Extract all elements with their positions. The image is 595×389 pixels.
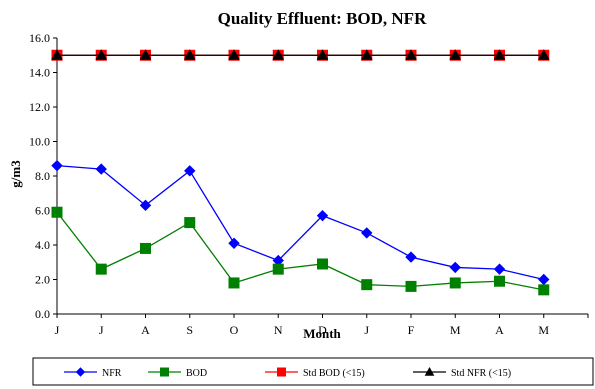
y-tick-label: 16.0: [29, 31, 50, 45]
x-tick-label: J: [55, 323, 60, 337]
legend-label: BOD: [186, 368, 207, 379]
legend-swatch-marker: [424, 366, 435, 376]
series-line: [56, 165, 544, 281]
x-tick-label: S: [186, 323, 193, 337]
y-tick-labels: 0.0 2.0 4.0 6.0 8.0 10.0 12.0 14.0 16.0: [29, 31, 50, 321]
data-point: [51, 49, 63, 60]
data-point: [140, 242, 151, 254]
y-tick-label: 2.0: [35, 273, 50, 287]
data-point: [95, 163, 107, 175]
x-tick-label: M: [538, 323, 549, 337]
data-point: [228, 237, 240, 249]
series-3: [51, 49, 550, 60]
data-point: [405, 49, 417, 60]
data-point: [228, 49, 240, 60]
x-tick-label: N: [274, 323, 283, 337]
legend-swatch-marker: [277, 367, 286, 377]
legend-swatch-marker: [160, 367, 169, 377]
data-point: [538, 273, 550, 286]
legend-box: [32, 357, 594, 386]
data-point: [537, 49, 550, 60]
x-tick-label: D: [318, 323, 327, 337]
y-axis-label: g/m3: [8, 160, 23, 188]
x-axis-label: Month: [303, 326, 341, 341]
data-point: [183, 49, 196, 60]
data-point: [361, 279, 373, 291]
y-tick-label: 14.0: [29, 66, 50, 80]
data-point: [493, 49, 506, 60]
legend-label: NFR: [102, 368, 122, 379]
x-tick-label: O: [230, 323, 239, 337]
series-1: [51, 206, 550, 296]
x-tick-label: J: [364, 323, 369, 337]
data-point: [317, 258, 328, 270]
y-tick-label: 8.0: [35, 169, 50, 183]
series-line: [56, 211, 544, 291]
data-point: [361, 227, 373, 239]
data-point: [449, 261, 461, 274]
data-point: [184, 217, 196, 229]
y-tick-label: 0.0: [35, 307, 50, 321]
data-point: [139, 199, 152, 212]
data-point: [95, 49, 108, 60]
series-layer: [51, 49, 550, 296]
y-tick-label: 10.0: [29, 135, 50, 149]
series-0: [51, 159, 550, 286]
data-point: [316, 209, 329, 222]
legend-label: Std BOD (<15): [303, 368, 365, 379]
x-tick-label: A: [141, 323, 150, 337]
x-tick-label: F: [408, 323, 415, 337]
y-tick-label: 6.0: [35, 204, 50, 218]
chart-title: Quality Effluent: BOD, NFR: [218, 9, 427, 28]
data-point: [228, 277, 240, 289]
data-point: [493, 263, 506, 275]
x-tick-label: M: [450, 323, 461, 337]
data-point: [538, 284, 550, 296]
data-point: [184, 165, 196, 177]
data-point: [95, 263, 107, 275]
y-tick-label: 12.0: [29, 100, 50, 114]
data-point: [51, 206, 63, 218]
legend-swatch-marker: [75, 367, 86, 377]
x-tick-label: J: [99, 323, 104, 337]
x-tick-label: A: [495, 323, 504, 337]
data-point: [494, 275, 505, 287]
data-point: [405, 251, 417, 263]
axes: [53, 37, 589, 318]
data-point: [360, 49, 373, 60]
y-tick-label: 4.0: [35, 238, 50, 252]
legend: NFR BOD Std BOD (<15) Std NFR (<15): [32, 357, 594, 386]
data-point: [405, 280, 417, 292]
legend-label: Std NFR (<15): [451, 368, 511, 379]
data-point: [449, 277, 461, 289]
data-point: [272, 263, 284, 275]
data-point: [139, 49, 152, 60]
data-point: [316, 49, 329, 60]
data-point: [272, 49, 285, 60]
data-point: [51, 159, 63, 172]
data-point: [449, 49, 462, 60]
